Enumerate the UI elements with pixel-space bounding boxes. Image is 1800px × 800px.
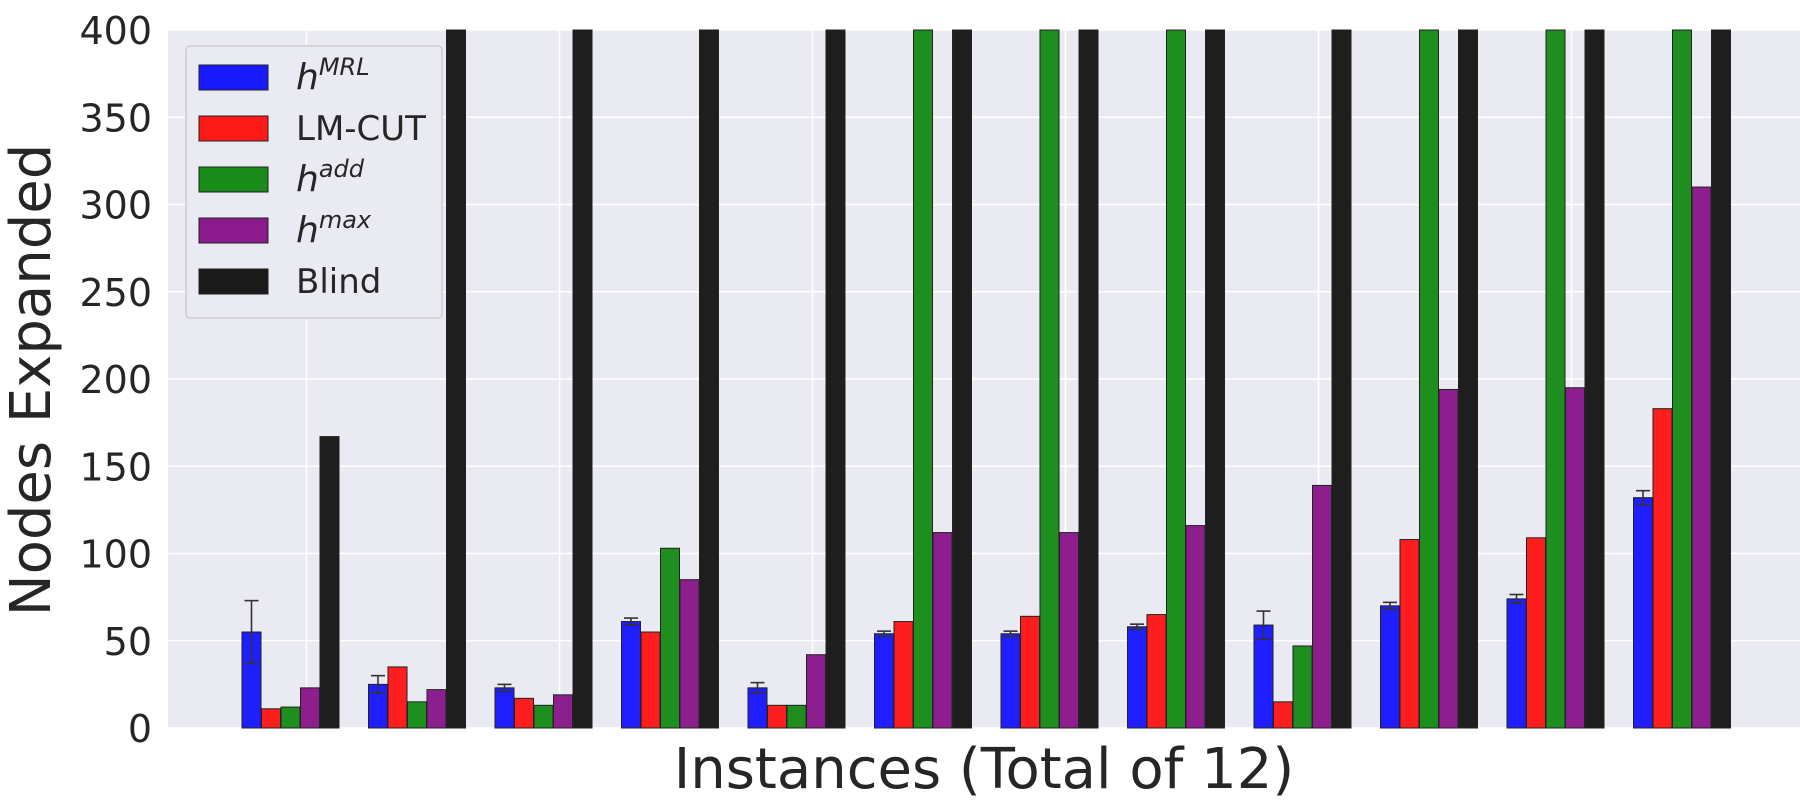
bar-lm-cut-7 bbox=[1020, 615, 1040, 729]
bar-blind-2 bbox=[446, 29, 466, 729]
bar-max-3 bbox=[553, 694, 573, 729]
legend-label: hmax bbox=[296, 206, 372, 251]
bar-add-2 bbox=[407, 701, 427, 729]
legend: hMRL LM-CUT hadd hmax Blind bbox=[185, 45, 443, 319]
bar-max-8 bbox=[1185, 525, 1206, 729]
error-bars bbox=[244, 489, 1650, 694]
y-tick-label: 150 bbox=[79, 445, 152, 489]
y-tick-labels: 0 50 100 150 200 250 300 350 400 bbox=[79, 9, 152, 751]
bar-lm-cut-11 bbox=[1526, 537, 1546, 729]
bar-blind-9 bbox=[1331, 29, 1352, 729]
bar-max-10 bbox=[1438, 388, 1459, 729]
legend-swatch-max bbox=[198, 217, 269, 244]
legend-swatch-blind bbox=[198, 268, 269, 295]
bar-lm-cut-2 bbox=[387, 666, 408, 729]
bar-add-8 bbox=[1166, 29, 1186, 729]
bar-blind-1 bbox=[319, 436, 340, 729]
bar-mrl-9 bbox=[1253, 624, 1274, 729]
bar-blind-3 bbox=[572, 29, 593, 729]
bar-add-6 bbox=[913, 29, 933, 729]
bar-lm-cut-3 bbox=[514, 697, 534, 729]
bar-mrl-11 bbox=[1506, 598, 1527, 729]
bar-max-2 bbox=[426, 689, 447, 729]
bar-lm-cut-9 bbox=[1273, 701, 1293, 729]
bar-mrl-6 bbox=[874, 633, 894, 729]
bar-lm-cut-8 bbox=[1146, 614, 1167, 729]
bar-max-5 bbox=[806, 654, 826, 729]
legend-swatch-lm-cut bbox=[198, 115, 269, 142]
bar-blind-4 bbox=[699, 29, 719, 729]
bar-mrl-7 bbox=[1000, 633, 1021, 729]
bar-add-7 bbox=[1039, 29, 1060, 729]
bar-lm-cut-5 bbox=[767, 704, 787, 729]
x-axis-title: Instances (Total of 12) bbox=[674, 737, 1294, 800]
bar-add-3 bbox=[533, 704, 554, 729]
bar-blind-10 bbox=[1458, 29, 1478, 729]
bar-max-9 bbox=[1312, 484, 1332, 729]
legend-label: hMRL bbox=[296, 53, 370, 98]
bar-lm-cut-4 bbox=[640, 631, 661, 729]
legend-label: hadd bbox=[296, 155, 365, 200]
bar-blind-7 bbox=[1078, 29, 1099, 729]
legend-box bbox=[185, 45, 443, 319]
bar-add-5 bbox=[786, 704, 807, 729]
bar-add-9 bbox=[1292, 645, 1313, 729]
bar-blind-8 bbox=[1205, 29, 1225, 729]
bar-mrl-10 bbox=[1380, 605, 1400, 729]
bar-max-6 bbox=[932, 532, 953, 729]
bar-lm-cut-12 bbox=[1652, 408, 1673, 729]
y-tick-label: 250 bbox=[79, 271, 152, 315]
bar-mrl-8 bbox=[1127, 626, 1147, 729]
bar-max-1 bbox=[300, 687, 320, 729]
legend-label: LM-CUT bbox=[296, 109, 426, 149]
y-tick-label: 350 bbox=[79, 96, 152, 140]
bar-lm-cut-6 bbox=[893, 621, 914, 729]
bar-mrl-4 bbox=[621, 621, 641, 729]
legend-swatch-mrl bbox=[198, 64, 269, 91]
y-tick-label: 300 bbox=[79, 184, 152, 228]
bar-mrl-12 bbox=[1633, 497, 1653, 729]
bar-max-4 bbox=[679, 579, 700, 729]
bar-lm-cut-10 bbox=[1399, 539, 1420, 729]
bar-add-11 bbox=[1545, 29, 1566, 729]
y-tick-label: 100 bbox=[79, 533, 152, 577]
bar-blind-11 bbox=[1584, 29, 1605, 729]
y-tick-label: 200 bbox=[79, 358, 152, 402]
y-tick-label: 400 bbox=[79, 9, 152, 53]
y-tick-label: 50 bbox=[104, 620, 152, 664]
bar-series bbox=[241, 29, 1731, 729]
bar-add-4 bbox=[660, 547, 680, 729]
bar-blind-6 bbox=[952, 29, 972, 729]
y-tick-label: 0 bbox=[128, 707, 152, 751]
bar-blind-5 bbox=[825, 29, 846, 729]
bar-add-12 bbox=[1672, 29, 1692, 729]
bar-max-11 bbox=[1565, 387, 1585, 729]
bar-max-12 bbox=[1691, 186, 1712, 729]
y-axis-title: Nodes Expanded bbox=[0, 144, 64, 617]
bar-add-1 bbox=[280, 706, 301, 729]
bar-max-7 bbox=[1059, 532, 1079, 729]
bar-add-10 bbox=[1419, 29, 1439, 729]
legend-swatch-add bbox=[198, 166, 269, 193]
legend-label: Blind bbox=[296, 262, 381, 302]
bar-mrl-3 bbox=[494, 687, 515, 729]
bar-lm-cut-1 bbox=[261, 708, 281, 729]
bar-blind-12 bbox=[1711, 29, 1731, 729]
